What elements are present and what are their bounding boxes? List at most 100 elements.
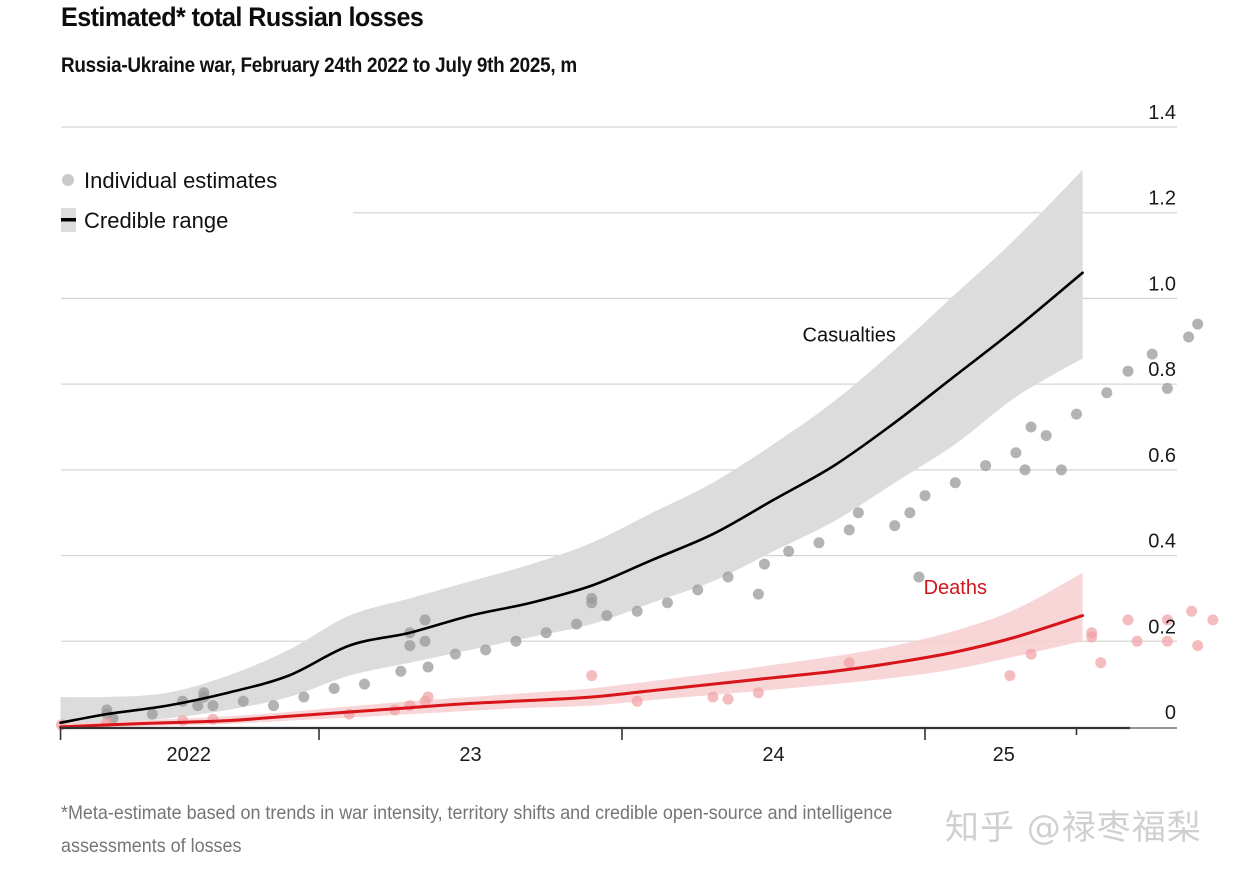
estimate-point-casualties (298, 691, 310, 703)
legend-dot-icon (62, 174, 74, 186)
estimate-point-casualties (843, 524, 855, 536)
estimate-point-casualties (752, 588, 764, 600)
estimate-point-casualties (540, 627, 552, 639)
estimate-point-deaths (177, 715, 189, 727)
series-label-deaths: Deaths (924, 577, 987, 599)
x-axis (59, 726, 1177, 740)
estimate-point-deaths (1004, 670, 1016, 682)
estimate-point-deaths (1131, 635, 1143, 647)
estimate-point-casualties (813, 537, 825, 549)
x-tick-label: 24 (762, 744, 784, 766)
estimate-point-deaths (1161, 635, 1173, 647)
y-tick-label: 0 (1165, 702, 1176, 724)
x-tick-label: 2022 (166, 744, 211, 766)
estimate-point-casualties (949, 477, 961, 489)
estimate-point-casualties (1055, 464, 1067, 476)
x-tick-label: 25 (993, 744, 1015, 766)
estimate-point-casualties (268, 700, 280, 712)
estimate-point-casualties (419, 614, 431, 626)
estimate-point-casualties (904, 507, 916, 519)
estimate-point-casualties (207, 700, 219, 712)
estimate-point-casualties (980, 460, 992, 472)
estimate-point-deaths (422, 691, 434, 703)
y-tick-label: 1.2 (1148, 188, 1176, 210)
estimate-point-casualties (419, 635, 431, 647)
central-lines (59, 271, 1085, 729)
footnote-line-1: *Meta-estimate based on trends in war in… (61, 802, 893, 824)
y-tick-label: 1.4 (1148, 102, 1176, 124)
estimate-point-casualties (422, 661, 434, 673)
estimate-point-casualties (1192, 318, 1204, 330)
estimate-point-casualties (661, 597, 673, 609)
legend: Individual estimates Credible range (58, 150, 353, 245)
estimate-point-deaths (843, 657, 855, 669)
y-tick-label: 0.2 (1148, 616, 1176, 638)
estimate-point-casualties (571, 618, 583, 630)
x-tick-labels: 2022 23 24 25 (166, 744, 1014, 766)
series-label-casualties: Casualties (803, 324, 896, 346)
y-tick-label: 0.4 (1148, 531, 1176, 553)
estimate-point-casualties (480, 644, 492, 656)
estimate-point-deaths (1086, 631, 1098, 643)
central-line-deaths (59, 614, 1085, 729)
estimate-point-deaths (722, 693, 734, 705)
watermark: 知乎 @禄枣福梨 (945, 808, 1202, 848)
y-tick-labels: 0 0.2 0.4 0.6 0.8 1.0 1.2 1.4 (1148, 102, 1176, 724)
estimate-point-deaths (1186, 605, 1198, 617)
estimate-point-casualties (192, 700, 204, 712)
estimate-point-casualties (1025, 421, 1037, 433)
estimate-point-casualties (449, 648, 461, 660)
estimate-point-casualties (146, 708, 158, 720)
estimate-point-casualties (395, 665, 407, 677)
estimate-point-deaths (631, 695, 643, 707)
series-labels: Casualties Deaths (803, 324, 987, 599)
estimate-point-deaths (1192, 640, 1204, 652)
estimate-point-casualties (1183, 331, 1195, 343)
estimate-point-casualties (1071, 408, 1082, 420)
estimate-point-deaths (1122, 614, 1134, 626)
credible-bands (60, 169, 1083, 728)
x-tick-label: 23 (459, 744, 481, 766)
individual-estimates (55, 318, 1219, 731)
estimate-point-casualties (722, 571, 734, 583)
estimate-point-casualties (1161, 382, 1173, 394)
estimate-point-casualties (783, 545, 795, 557)
estimate-point-casualties (328, 682, 340, 694)
estimate-point-casualties (913, 571, 925, 583)
estimate-point-casualties (237, 695, 249, 707)
legend-individual-estimates: Individual estimates (84, 168, 277, 193)
estimate-point-casualties (1122, 365, 1134, 377)
estimate-point-deaths (1207, 614, 1219, 626)
credible-band-deaths (60, 572, 1083, 728)
estimate-point-casualties (1101, 387, 1113, 399)
y-tick-label: 0.6 (1148, 445, 1176, 467)
estimate-point-casualties (692, 584, 704, 596)
estimate-point-casualties (586, 592, 598, 604)
central-line-casualties (59, 271, 1084, 724)
estimate-point-casualties (1040, 430, 1052, 442)
estimate-point-casualties (404, 640, 416, 652)
estimate-point-casualties (510, 635, 522, 647)
chart: 0 0.2 0.4 0.6 0.8 1.0 1.2 1.4 2022 23 24 25 Casual… (55, 102, 1219, 766)
estimate-point-casualties (852, 507, 864, 519)
estimate-point-casualties (919, 490, 931, 502)
legend-background (58, 150, 353, 245)
estimate-point-deaths (1025, 648, 1037, 660)
chart-title: Estimated* total Russian losses (61, 2, 424, 32)
estimate-point-casualties (601, 610, 613, 622)
legend-credible-range: Credible range (84, 208, 228, 233)
estimate-point-deaths (207, 713, 219, 725)
estimate-point-casualties (1019, 464, 1031, 476)
estimate-point-deaths (707, 691, 719, 703)
estimate-point-deaths (586, 670, 598, 682)
estimate-point-casualties (358, 678, 370, 690)
estimate-point-deaths (1161, 614, 1173, 626)
y-tick-label: 0.8 (1148, 359, 1176, 381)
estimate-point-casualties (1146, 348, 1158, 360)
estimate-point-casualties (1010, 447, 1022, 459)
chart-subtitle: Russia-Ukraine war, February 24th 2022 t… (61, 54, 577, 77)
estimate-point-deaths (1095, 657, 1107, 669)
estimate-point-deaths (101, 717, 113, 729)
y-tick-label: 1.0 (1148, 273, 1176, 295)
footnote-line-2: assessments of losses (61, 835, 242, 857)
